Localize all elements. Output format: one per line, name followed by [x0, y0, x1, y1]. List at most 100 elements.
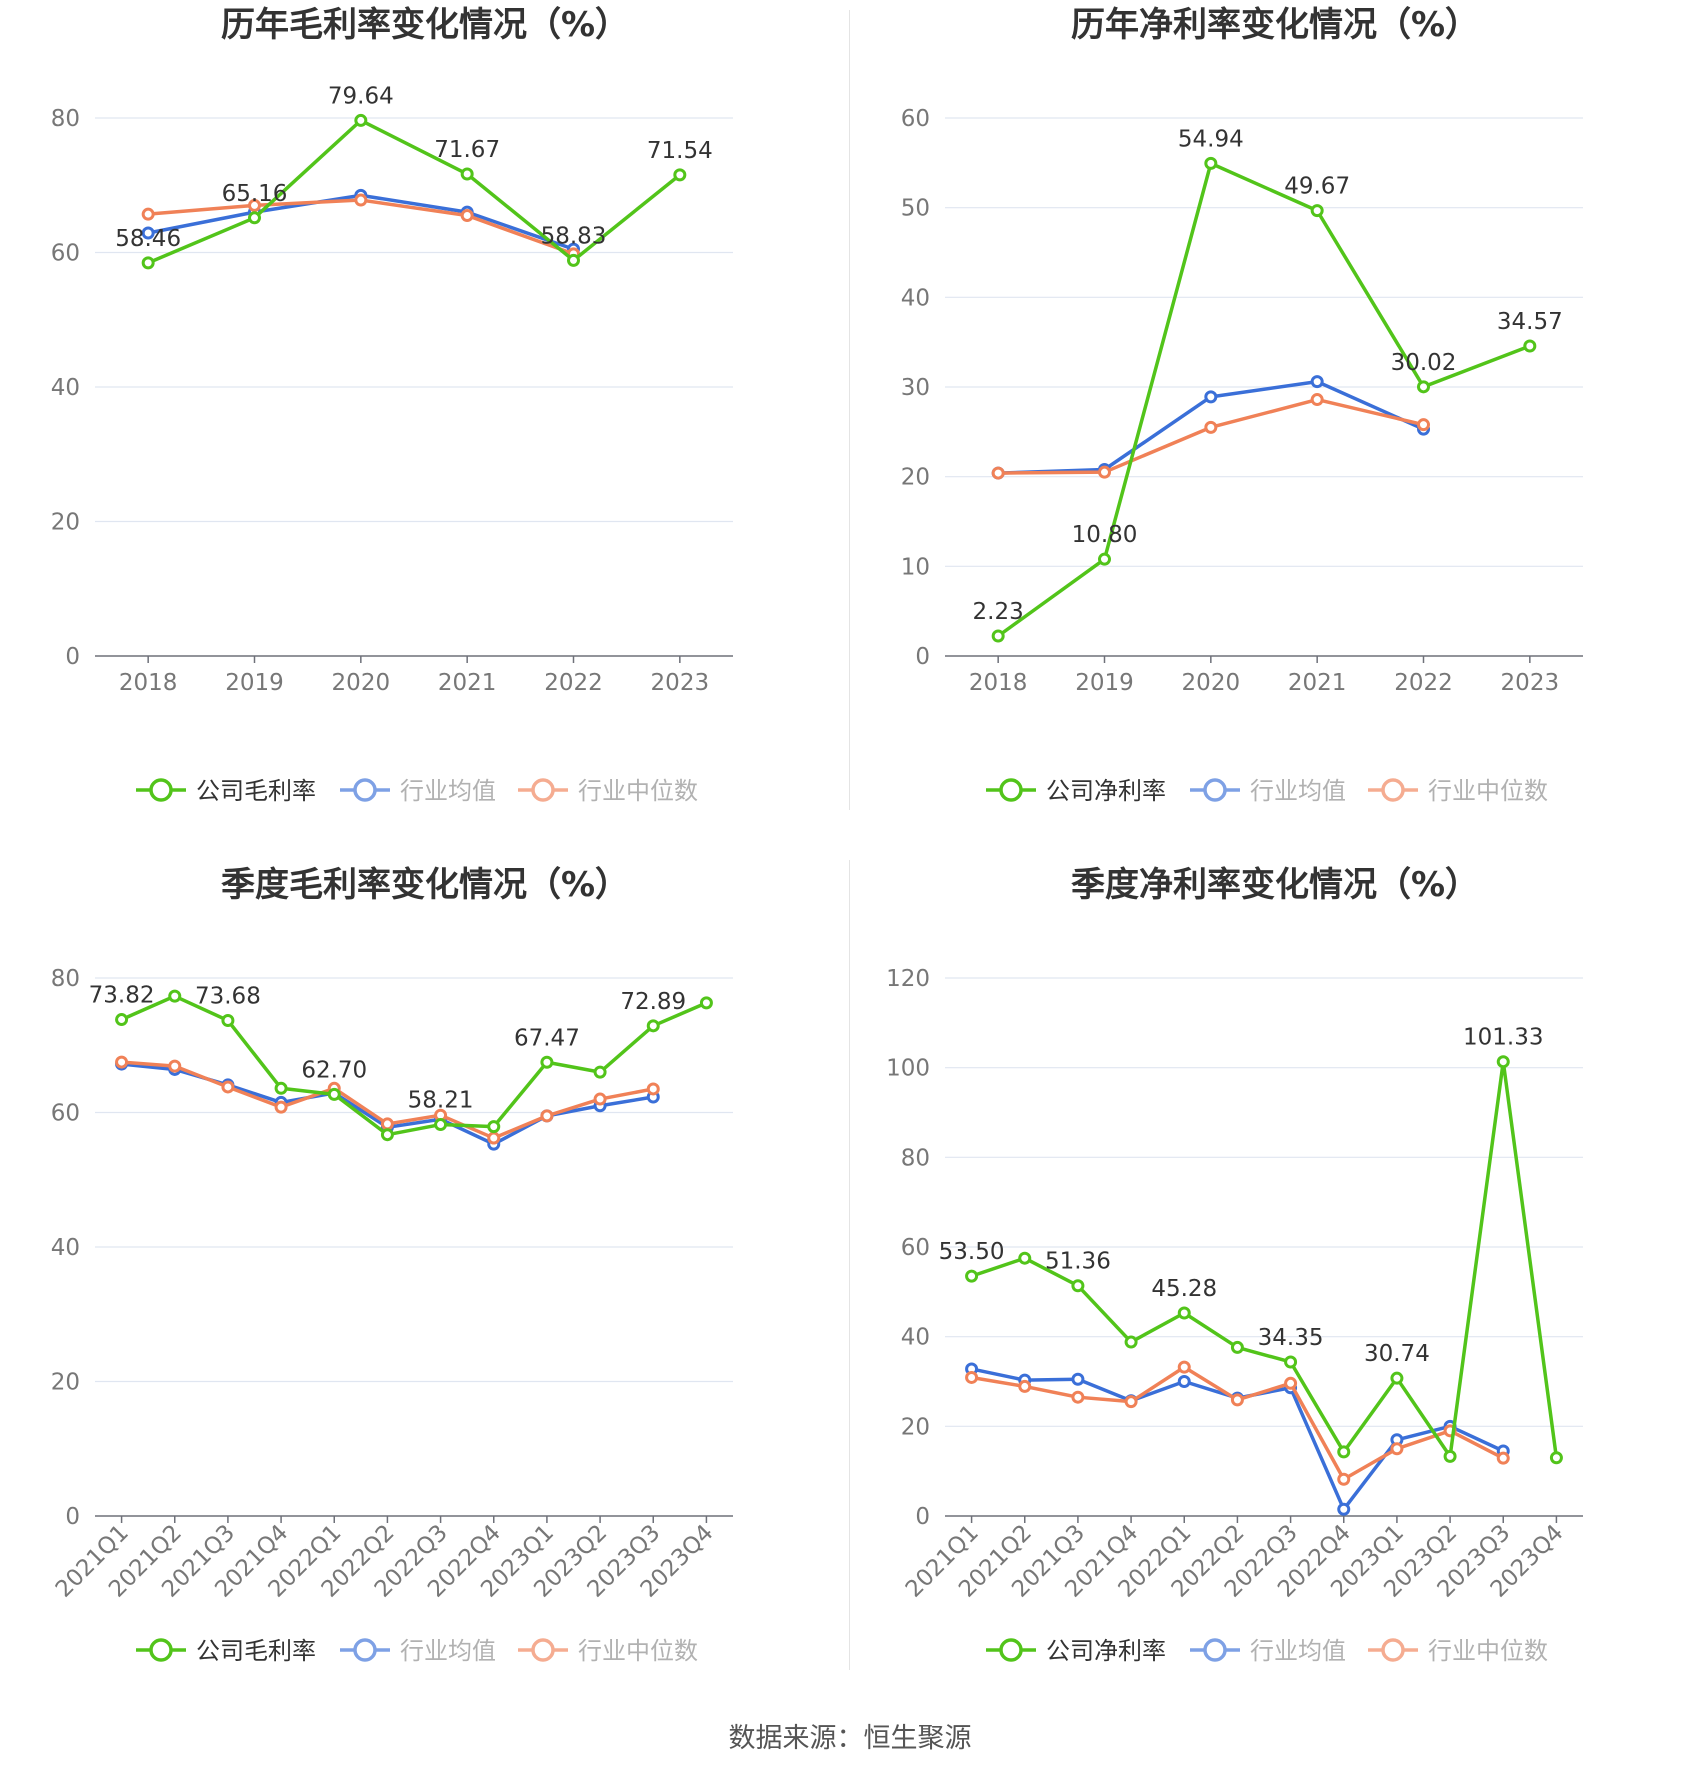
legend-label: 行业均值 [400, 1637, 496, 1665]
y-tick-label: 20 [901, 465, 930, 491]
data-label: 58.21 [408, 1088, 474, 1114]
y-tick-label: 100 [886, 1056, 930, 1082]
data-point-median [354, 193, 368, 207]
data-label: 101.33 [1463, 1025, 1543, 1051]
data-point-avg [1310, 375, 1324, 389]
series-line-company [971, 1059, 1559, 1459]
data-point-avg [141, 226, 155, 240]
data-point-company [1417, 380, 1430, 394]
data-point-company [593, 1065, 607, 1079]
data-point-company [1204, 156, 1218, 170]
legend-label: 行业均值 [1250, 777, 1346, 805]
legend-item-company: 公司净利率 [986, 777, 1166, 805]
data-point-company [991, 629, 1005, 643]
data-point-median [991, 466, 1005, 480]
data-label: 2.23 [973, 599, 1024, 625]
data-point-median [1098, 465, 1111, 479]
data-point-median [965, 1370, 979, 1384]
data-label: 73.82 [89, 983, 155, 1009]
series-line-company [120, 994, 708, 1137]
y-tick-label: 0 [65, 1504, 80, 1530]
data-label: 65.16 [222, 181, 288, 207]
y-tick-label: 120 [886, 966, 930, 992]
data-point-median [141, 207, 155, 221]
data-point-avg [1071, 1372, 1085, 1386]
data-point-company [434, 1118, 448, 1132]
x-tick-label: 2021 [438, 670, 497, 696]
data-point-company [1230, 1340, 1244, 1354]
data-point-median [540, 1109, 554, 1123]
data-point-company [1098, 552, 1111, 566]
x-tick-label: 2018 [119, 670, 178, 696]
data-point-company [248, 211, 261, 225]
legend-marker [999, 778, 1023, 802]
data-label: 53.50 [939, 1239, 1005, 1265]
data-label: 45.28 [1151, 1276, 1217, 1302]
quarterly-net-margin-svg: 季度净利率变化情况（%）0204060801001202021Q12021Q22… [886, 865, 1583, 1665]
data-label: 58.46 [115, 226, 181, 252]
y-tick-label: 80 [51, 966, 80, 992]
legend-label: 公司净利率 [1046, 777, 1166, 805]
data-point-company [221, 1014, 235, 1028]
x-tick-label: 2021 [1288, 670, 1347, 696]
data-point-avg [1177, 1375, 1191, 1388]
data-point-company [1177, 1306, 1191, 1320]
data-point-company [1549, 1451, 1563, 1465]
legend-item-median: 行业中位数 [518, 1637, 698, 1665]
legend-label: 行业均值 [1250, 1637, 1346, 1665]
y-tick-label: 60 [901, 1235, 930, 1261]
data-point-company [1337, 1445, 1351, 1459]
y-tick-label: 30 [901, 375, 930, 401]
data-point-median [1417, 418, 1430, 432]
data-point-company [567, 253, 580, 267]
data-label: 54.94 [1178, 126, 1244, 152]
data-point-company [1523, 339, 1537, 353]
legend-item-median: 行业中位数 [518, 777, 698, 805]
legend-label: 行业中位数 [578, 777, 698, 805]
data-point-median [221, 1080, 235, 1094]
data-label: 49.67 [1284, 174, 1350, 200]
data-point-company [354, 113, 368, 127]
data-point-company [1284, 1355, 1298, 1369]
legend-item-company: 公司净利率 [986, 1637, 1166, 1665]
data-point-company [673, 168, 687, 182]
data-point-median [1124, 1395, 1138, 1409]
data-point-median [1284, 1376, 1298, 1390]
data-point-company [141, 256, 155, 270]
annual-gross-margin-svg: 历年毛利率变化情况（%） 0 20 40 60 80 2018 2019 2020 2021 202… [51, 5, 733, 805]
data-point-company [168, 989, 182, 1003]
data-point-median [168, 1059, 182, 1073]
data-point-median [115, 1055, 129, 1069]
data-label: 58.83 [541, 223, 607, 249]
x-tick-label: 2023 [1501, 670, 1560, 696]
quarterly-gross-margin-chart: 季度毛利率变化情况（%） 0 20 40 60 80 2021Q1 2021Q2 2021Q3 2… [0, 860, 850, 1720]
legend-item-avg: 行业均值 [340, 777, 496, 805]
data-label: 71.67 [434, 137, 500, 163]
data-point-company [327, 1087, 341, 1101]
y-tick-label: 0 [915, 644, 930, 670]
x-tick-label: 2022 [544, 670, 603, 696]
data-point-median [1496, 1451, 1510, 1465]
y-tick-label: 40 [901, 1325, 930, 1351]
y-tick-label: 40 [51, 375, 80, 401]
y-tick-label: 60 [51, 241, 80, 267]
data-label: 73.68 [195, 984, 261, 1010]
y-tick-label: 20 [51, 510, 80, 536]
divider-bottom [849, 860, 850, 1670]
y-tick-label: 80 [901, 1145, 930, 1171]
data-point-median [1204, 420, 1218, 434]
data-label: 71.54 [647, 138, 713, 164]
legend-label: 行业均值 [400, 777, 496, 805]
legend-item-median: 行业中位数 [1368, 777, 1548, 805]
legend-marker [1203, 778, 1227, 802]
legend-item-avg: 行业均值 [1190, 1637, 1346, 1665]
x-tick-label: 2020 [1182, 670, 1241, 696]
legend-marker [353, 778, 377, 802]
legend-marker [149, 1638, 173, 1662]
data-point-company [1071, 1279, 1085, 1293]
data-point-company [460, 167, 474, 181]
legend-marker [1203, 1638, 1227, 1662]
y-tick-label: 50 [901, 196, 930, 222]
legend-item-company: 公司毛利率 [136, 1637, 316, 1665]
legend-marker [531, 1638, 555, 1662]
